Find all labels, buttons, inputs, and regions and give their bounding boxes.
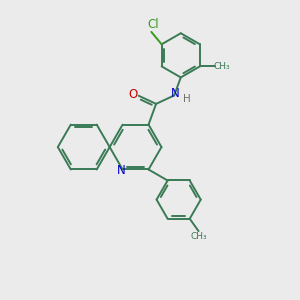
Text: CH₃: CH₃	[190, 232, 207, 242]
Text: N: N	[117, 164, 125, 178]
Text: CH₃: CH₃	[214, 62, 230, 71]
Text: Cl: Cl	[148, 18, 159, 31]
Text: O: O	[129, 88, 138, 101]
Text: H: H	[183, 94, 190, 104]
Text: N: N	[171, 87, 180, 100]
